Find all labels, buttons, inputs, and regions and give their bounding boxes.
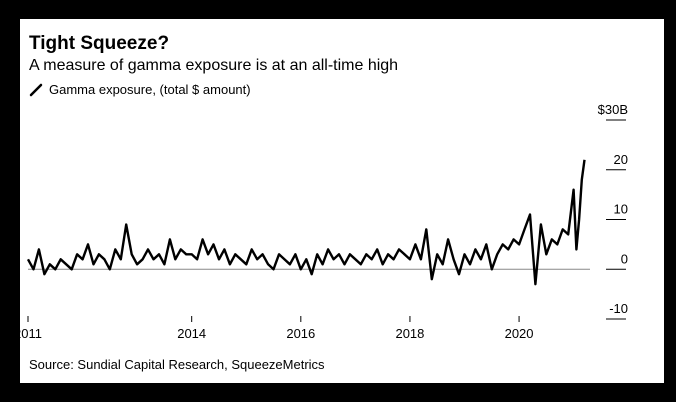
y-tick-label: 10 — [614, 202, 628, 217]
source-note: Source: Sundial Capital Research, Squeez… — [29, 357, 325, 372]
chart-subtitle: A measure of gamma exposure is at an all… — [29, 57, 399, 74]
x-tick-label: 2016 — [286, 326, 315, 341]
y-tick-label: -10 — [609, 301, 628, 316]
y-tick-label: 20 — [614, 152, 628, 167]
legend-label: Gamma exposure, (total $ amount) — [49, 82, 251, 97]
x-tick-label: 2011 — [20, 326, 42, 341]
legend-line-icon — [29, 83, 43, 96]
y-tick-label: 0 — [621, 251, 628, 266]
chart-card: Tight Squeeze? A measure of gamma exposu… — [20, 19, 664, 383]
line-chart: -10 0 10 20 $30B 2011 2014 2016 2018 2020 — [20, 102, 628, 341]
x-tick-label: 2020 — [505, 326, 534, 341]
x-axis: 2011 2014 2016 2018 2020 — [20, 316, 534, 341]
x-tick-label: 2018 — [395, 326, 424, 341]
x-tick-label: 2014 — [177, 326, 206, 341]
legend: Gamma exposure, (total $ amount) — [29, 82, 251, 97]
y-axis: -10 0 10 20 $30B — [598, 102, 628, 320]
y-tick-label: $30B — [598, 102, 628, 117]
chart-title: Tight Squeeze? — [29, 33, 170, 54]
series-line-gamma-exposure — [26, 159, 586, 286]
